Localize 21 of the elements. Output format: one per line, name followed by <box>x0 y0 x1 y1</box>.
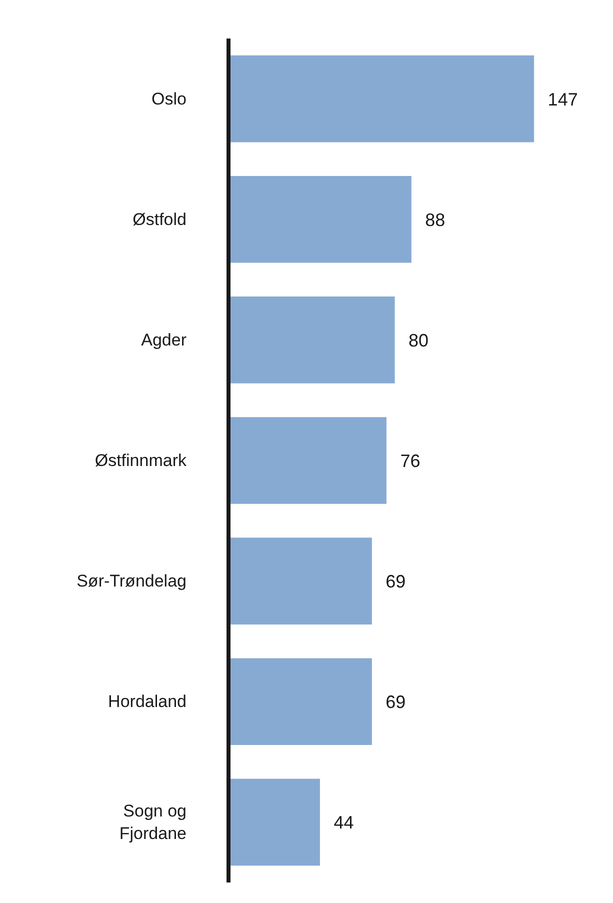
data-label: 69 <box>386 692 406 712</box>
bar <box>228 778 320 866</box>
y-tick-label: Østfold <box>132 210 187 229</box>
data-label: 88 <box>425 210 446 230</box>
bar <box>228 55 534 142</box>
y-tick-label: Agder <box>141 330 187 350</box>
bar <box>228 538 372 624</box>
y-tick-label: Sør-Trøndelag <box>76 572 187 591</box>
bar <box>228 417 386 504</box>
data-label: 69 <box>386 572 406 592</box>
data-label: 147 <box>548 89 578 110</box>
data-label: 76 <box>400 451 420 471</box>
data-label: 80 <box>408 330 429 350</box>
y-tick-label: Sogn og Fjordane <box>119 801 187 844</box>
data-label: 44 <box>334 812 354 833</box>
bar <box>228 658 372 746</box>
bar <box>228 176 412 263</box>
y-tick-label: Østfinnmark <box>94 451 187 470</box>
y-tick-label: Oslo <box>152 89 187 108</box>
y-tick-label: Hordaland <box>108 692 187 712</box>
bar <box>228 296 395 384</box>
